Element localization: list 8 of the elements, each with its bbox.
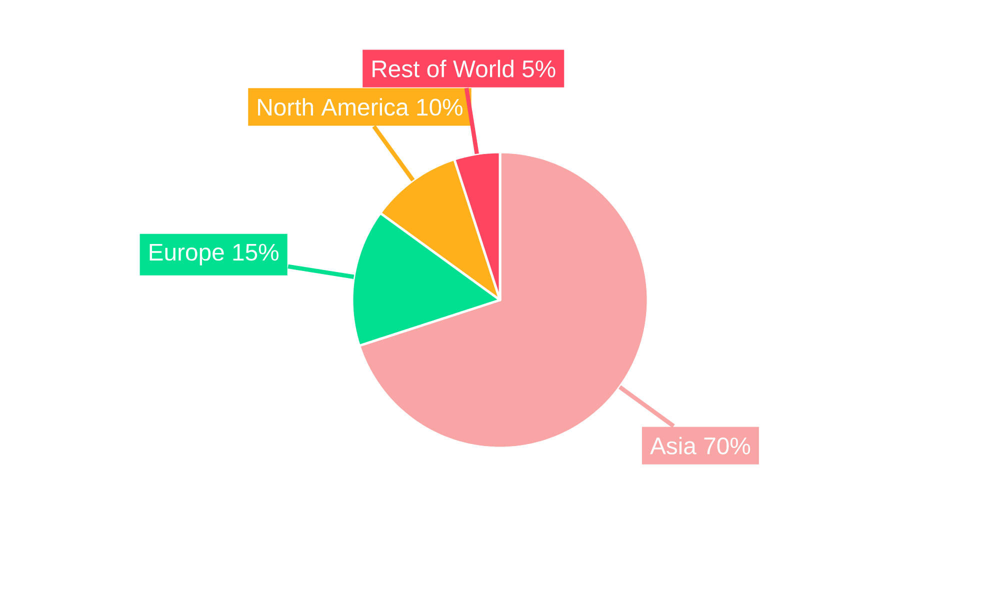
data-label: 10% [417,98,462,116]
data-label: 70% [704,437,750,454]
slice-label: Europe [150,244,224,266]
data-label: 5% [522,60,556,78]
slice-label: Rest of World [372,60,514,78]
slice-label: North America [258,98,409,116]
slice-label: Asia [650,436,696,454]
data-label: 15% [233,244,278,261]
